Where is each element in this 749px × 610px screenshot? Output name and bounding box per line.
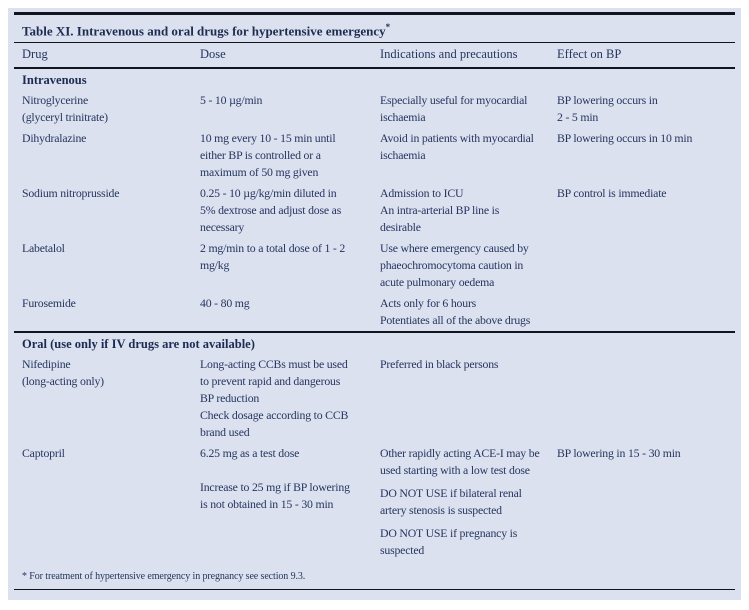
cell-dose: 2 mg/min to a total dose of 1 - 2 mg/kg bbox=[200, 240, 380, 291]
cell-effect: BP control is immediate bbox=[557, 185, 735, 236]
cell-drug: Captopril bbox=[22, 445, 200, 559]
cell-paragraph: 2 mg/min to a total dose of 1 - 2 mg/kg bbox=[200, 241, 346, 273]
table-row: Sodium nitroprusside 0.25 - 10 µg/kg/min … bbox=[14, 183, 735, 238]
cell-drug: Furosemide bbox=[22, 295, 200, 329]
cell-drug: Sodium nitroprusside bbox=[22, 185, 200, 236]
cell-effect: BP lowering occurs in 10 min bbox=[557, 130, 735, 181]
table-footnote: * For treatment of hypertensive emergenc… bbox=[22, 571, 306, 583]
cell-dose: Long-acting CCBs must be used to prevent… bbox=[200, 356, 380, 441]
cell-paragraph: Acts only for 6 hours Potentiates all of… bbox=[380, 296, 531, 328]
cell-paragraph: Sodium nitroprusside bbox=[22, 186, 120, 201]
column-header-dose: Dose bbox=[200, 47, 226, 62]
cell-drug: Dihydralazine bbox=[22, 130, 200, 181]
cell-paragraph: Other rapidly acting ACE-I may be used s… bbox=[380, 446, 540, 478]
section-label: Intravenous bbox=[14, 67, 735, 90]
top-divider bbox=[14, 12, 735, 15]
cell-paragraph: 6.25 mg as a test dose Increase to 25 mg… bbox=[200, 446, 350, 512]
cell-paragraph: Use where emergency caused by phaeochrom… bbox=[380, 241, 529, 290]
cell-paragraph: BP control is immediate bbox=[557, 186, 667, 201]
table-row: Dihydralazine 10 mg every 10 - 15 min unt… bbox=[14, 128, 735, 183]
cell-drug: Nitroglycerine (glyceryl trinitrate) bbox=[22, 92, 200, 126]
section-label: Oral (use only if IV drugs are not avail… bbox=[14, 331, 735, 354]
cell-dose: 0.25 - 10 µg/kg/min diluted in 5% dextro… bbox=[200, 185, 380, 236]
cell-indications: Preferred in black persons bbox=[380, 356, 557, 441]
table-title-text: Table XI. Intravenous and oral drugs for… bbox=[22, 23, 386, 39]
cell-paragraph: BP lowering in 15 - 30 min bbox=[557, 446, 681, 461]
cell-paragraph: BP lowering occurs in 10 min bbox=[557, 131, 693, 146]
cell-paragraph: 5 - 10 µg/min bbox=[200, 93, 263, 108]
cell-effect: BP lowering in 15 - 30 min bbox=[557, 445, 735, 559]
table-row: Nitroglycerine (glyceryl trinitrate) 5 - … bbox=[14, 90, 735, 128]
cell-drug: Labetalol bbox=[22, 240, 200, 291]
cell-paragraph: 10 mg every 10 - 15 min until either BP … bbox=[200, 131, 336, 180]
cell-paragraph: Nifedipine (long-acting only) bbox=[22, 357, 104, 389]
cell-paragraph: Labetalol bbox=[22, 241, 65, 256]
cell-effect bbox=[557, 295, 735, 329]
table-row: Furosemide 40 - 80 mg Acts only for 6 hour… bbox=[14, 293, 735, 331]
cell-paragraph: DO NOT USE if pregnancy is suspected bbox=[380, 526, 518, 558]
cell-paragraph: 0.25 - 10 µg/kg/min diluted in 5% dextro… bbox=[200, 186, 342, 235]
table-card: Table XI. Intravenous and oral drugs for… bbox=[8, 8, 741, 601]
cell-paragraph: BP lowering occurs in 2 - 5 min bbox=[557, 93, 658, 125]
footnote-block: * For treatment of hypertensive emergenc… bbox=[14, 571, 735, 591]
footnote-marker: * bbox=[385, 22, 391, 32]
cell-paragraph: DO NOT USE if bilateral renal artery ste… bbox=[380, 486, 522, 518]
cell-drug: Nifedipine (long-acting only) bbox=[22, 356, 200, 441]
cell-paragraph: Preferred in black persons bbox=[380, 357, 499, 372]
cell-dose: 6.25 mg as a test dose Increase to 25 mg… bbox=[200, 445, 380, 559]
cell-paragraph: Avoid in patients with myocardial ischae… bbox=[380, 131, 534, 163]
cell-dose: 40 - 80 mg bbox=[200, 295, 380, 329]
table-row: Labetalol 2 mg/min to a total dose of 1 -… bbox=[14, 238, 735, 293]
cell-paragraph: Furosemide bbox=[22, 296, 76, 311]
cell-effect: BP lowering occurs in 2 - 5 min bbox=[557, 92, 735, 126]
column-header-drug: Drug bbox=[22, 47, 48, 62]
cell-paragraph: 40 - 80 mg bbox=[200, 296, 250, 311]
cell-indications: Avoid in patients with myocardial ischae… bbox=[380, 130, 557, 181]
cell-indications: Use where emergency caused by phaeochrom… bbox=[380, 240, 557, 291]
column-header-effect: Effect on BP bbox=[557, 47, 622, 62]
table-body: Intravenous Nitroglycerine (glyceryl trin… bbox=[14, 67, 735, 561]
cell-paragraph: Nitroglycerine (glyceryl trinitrate) bbox=[22, 93, 108, 125]
cell-indications: Especially useful for myocardial ischaem… bbox=[380, 92, 557, 126]
cell-indications: Acts only for 6 hours Potentiates all of… bbox=[380, 295, 557, 329]
cell-paragraph: Especially useful for myocardial ischaem… bbox=[380, 93, 528, 125]
cell-paragraph: Long-acting CCBs must be used to prevent… bbox=[200, 357, 349, 440]
cell-indications: Other rapidly acting ACE-I may be used s… bbox=[380, 445, 557, 559]
cell-indications: Admission to ICU An intra-arterial BP li… bbox=[380, 185, 557, 236]
cell-paragraph: Dihydralazine bbox=[22, 131, 87, 146]
cell-effect bbox=[557, 240, 735, 291]
column-header-indications: Indications and precautions bbox=[380, 47, 518, 62]
column-headers: Drug Dose Indications and precautions Ef… bbox=[14, 43, 735, 67]
cell-paragraph: Captopril bbox=[22, 446, 65, 461]
cell-effect bbox=[557, 356, 735, 441]
cell-paragraph: Admission to ICU An intra-arterial BP li… bbox=[380, 186, 500, 235]
table-row: Captopril 6.25 mg as a test dose Increase… bbox=[14, 443, 735, 561]
cell-dose: 5 - 10 µg/min bbox=[200, 92, 380, 126]
table-row: Nifedipine (long-acting only) Long-acting… bbox=[14, 354, 735, 443]
table-title: Table XI. Intravenous and oral drugs for… bbox=[14, 15, 735, 44]
cell-dose: 10 mg every 10 - 15 min until either BP … bbox=[200, 130, 380, 181]
